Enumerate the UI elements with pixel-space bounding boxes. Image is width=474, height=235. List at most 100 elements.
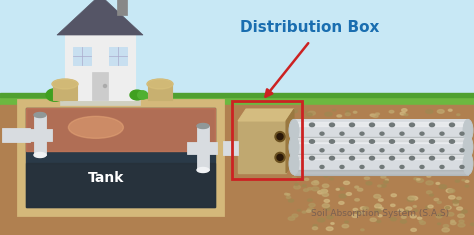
Ellipse shape	[391, 218, 396, 221]
Ellipse shape	[310, 123, 315, 127]
Ellipse shape	[289, 136, 299, 158]
Polygon shape	[286, 109, 294, 173]
Ellipse shape	[408, 196, 415, 200]
Ellipse shape	[462, 179, 465, 181]
Ellipse shape	[369, 150, 373, 152]
Polygon shape	[57, 0, 143, 35]
Ellipse shape	[303, 189, 309, 192]
Bar	[238, 121, 286, 173]
Bar	[117, 0, 127, 15]
Ellipse shape	[410, 123, 414, 127]
Ellipse shape	[410, 196, 418, 200]
Ellipse shape	[147, 79, 173, 89]
Ellipse shape	[353, 111, 357, 113]
Ellipse shape	[456, 207, 463, 210]
Ellipse shape	[401, 216, 406, 218]
Ellipse shape	[465, 149, 469, 151]
Ellipse shape	[298, 209, 301, 211]
Ellipse shape	[292, 177, 296, 179]
Bar	[148, 84, 172, 100]
Ellipse shape	[331, 223, 334, 224]
Ellipse shape	[352, 214, 358, 218]
Ellipse shape	[420, 132, 424, 135]
Bar	[65, 35, 135, 100]
Ellipse shape	[360, 212, 364, 214]
Ellipse shape	[363, 207, 368, 210]
Ellipse shape	[445, 206, 451, 209]
Ellipse shape	[406, 207, 412, 210]
Ellipse shape	[419, 220, 423, 222]
Ellipse shape	[378, 215, 382, 217]
Ellipse shape	[461, 149, 465, 151]
Bar	[294, 153, 468, 175]
Ellipse shape	[421, 149, 426, 151]
Ellipse shape	[410, 156, 414, 160]
Ellipse shape	[407, 198, 414, 201]
Ellipse shape	[340, 165, 344, 168]
Bar	[294, 138, 468, 143]
Ellipse shape	[336, 188, 339, 190]
Ellipse shape	[305, 149, 309, 151]
Ellipse shape	[287, 194, 290, 195]
Ellipse shape	[348, 147, 353, 149]
Ellipse shape	[411, 228, 416, 231]
Ellipse shape	[318, 218, 325, 222]
Ellipse shape	[288, 217, 295, 220]
Ellipse shape	[289, 119, 299, 141]
Ellipse shape	[426, 150, 431, 153]
Ellipse shape	[426, 110, 433, 114]
Ellipse shape	[340, 149, 344, 152]
Ellipse shape	[456, 180, 459, 182]
Ellipse shape	[459, 220, 464, 223]
Bar	[26, 163, 215, 207]
Ellipse shape	[326, 208, 330, 210]
Circle shape	[275, 153, 285, 162]
Ellipse shape	[325, 150, 328, 152]
Ellipse shape	[339, 146, 343, 148]
Ellipse shape	[314, 144, 319, 147]
Ellipse shape	[429, 140, 435, 143]
Bar	[187, 142, 217, 154]
Ellipse shape	[360, 149, 364, 152]
Ellipse shape	[370, 156, 374, 160]
Ellipse shape	[329, 123, 335, 127]
Ellipse shape	[356, 211, 360, 213]
Ellipse shape	[308, 111, 315, 115]
Ellipse shape	[436, 215, 442, 218]
Bar	[60, 95, 140, 105]
Text: Distribution Box: Distribution Box	[240, 20, 380, 35]
Ellipse shape	[420, 165, 424, 168]
Ellipse shape	[374, 195, 381, 198]
Ellipse shape	[309, 204, 315, 207]
Ellipse shape	[445, 207, 450, 209]
Ellipse shape	[286, 196, 291, 199]
Ellipse shape	[302, 111, 306, 113]
Ellipse shape	[440, 149, 444, 152]
Ellipse shape	[410, 130, 415, 132]
Ellipse shape	[439, 185, 447, 189]
Ellipse shape	[336, 131, 342, 134]
Ellipse shape	[384, 147, 389, 149]
Ellipse shape	[320, 149, 324, 152]
Ellipse shape	[333, 109, 336, 111]
Ellipse shape	[438, 110, 444, 113]
Ellipse shape	[52, 79, 78, 89]
Ellipse shape	[453, 200, 459, 203]
Ellipse shape	[361, 229, 364, 231]
Ellipse shape	[380, 165, 384, 168]
Ellipse shape	[463, 119, 473, 141]
Bar	[0, 0, 474, 105]
Ellipse shape	[68, 116, 123, 138]
Ellipse shape	[426, 206, 430, 209]
Ellipse shape	[449, 123, 455, 127]
Ellipse shape	[370, 218, 376, 221]
Ellipse shape	[342, 224, 349, 228]
Ellipse shape	[310, 156, 315, 160]
Ellipse shape	[381, 184, 386, 187]
Ellipse shape	[297, 179, 300, 181]
Ellipse shape	[355, 186, 359, 188]
Bar	[34, 115, 46, 155]
Text: Soil Absorption System (S.A.S): Soil Absorption System (S.A.S)	[311, 208, 449, 218]
Ellipse shape	[447, 212, 454, 216]
Ellipse shape	[390, 123, 394, 127]
